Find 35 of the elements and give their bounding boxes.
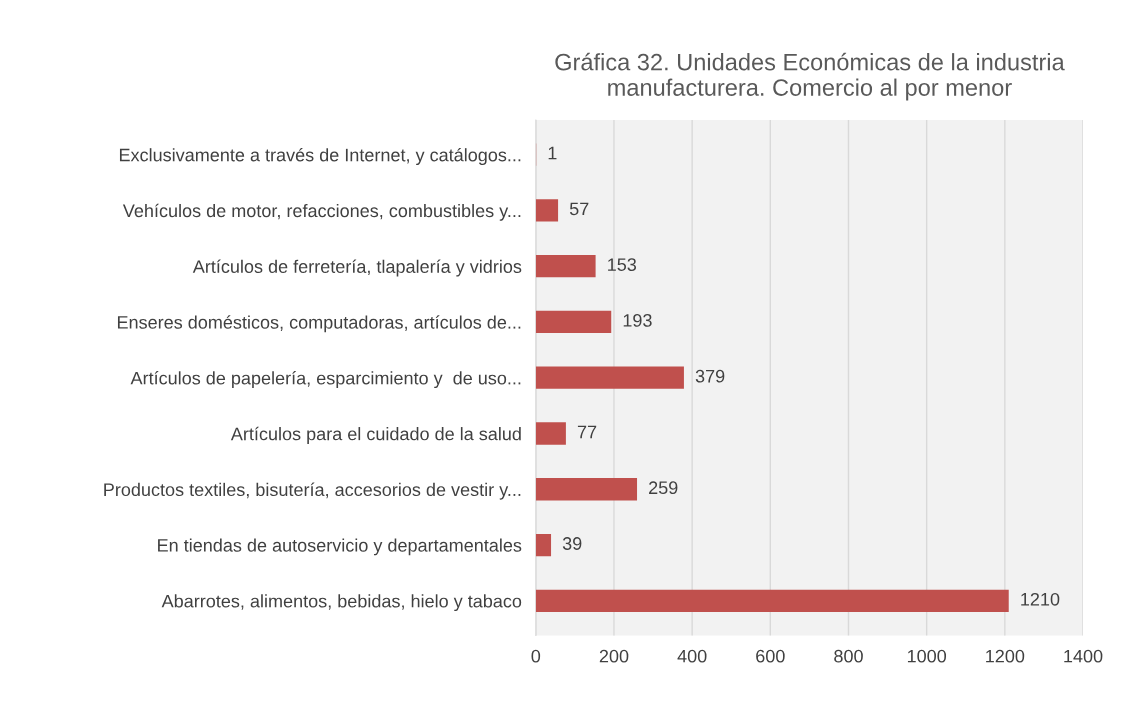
data-label: 153 bbox=[608, 258, 637, 271]
x-tick-label: 1400 bbox=[1064, 649, 1103, 663]
bar bbox=[535, 366, 684, 389]
y-tick-label: Artículos de papelería, esparcimiento y de uso... bbox=[130, 371, 521, 389]
y-tick-label: Productos textiles, bisutería, accesorios de vestir y... bbox=[104, 482, 521, 500]
x-tick-label: 1000 bbox=[907, 649, 947, 663]
bar bbox=[535, 478, 638, 501]
x-tick-label: 0 bbox=[531, 649, 541, 663]
y-tick-label: Vehículos de motor, refacciones, combustibles y... bbox=[122, 203, 521, 221]
x-tick-label: 200 bbox=[599, 649, 629, 663]
bar bbox=[535, 422, 566, 445]
data-label: 259 bbox=[649, 481, 678, 495]
x-tick-label: 800 bbox=[834, 649, 863, 663]
x-tick-label: 1200 bbox=[986, 649, 1025, 663]
data-label: 1 bbox=[548, 146, 557, 160]
y-tick-label: Enseres domésticos, computadoras, artículos de... bbox=[117, 315, 521, 333]
y-tick-label: Exclusivamente a través de Internet, y catálogos... bbox=[119, 147, 521, 165]
bar bbox=[535, 533, 552, 557]
data-label: 77 bbox=[577, 425, 597, 439]
data-label: 57 bbox=[569, 202, 589, 216]
y-tick-label: Abarrotes, alimentos, bebidas, hielo y tabaco bbox=[161, 594, 522, 612]
x-tick-label: 600 bbox=[756, 649, 785, 663]
chart-title: Gráfica 32. Unidades Económicas de la industria manufacturera. Comercio al por menor bbox=[555, 52, 1065, 101]
x-tick-label: 400 bbox=[677, 649, 707, 663]
y-tick-label: Artículos para el cuidado de la salud bbox=[230, 426, 521, 444]
y-tick-label: En tiendas de autoservicio y departamentales bbox=[158, 538, 522, 556]
data-label: 193 bbox=[623, 313, 652, 327]
data-label: 1210 bbox=[1021, 592, 1060, 606]
y-tick-label: Artículos de ferretería, tlapalería y vidrios bbox=[192, 259, 522, 277]
data-label: 379 bbox=[695, 369, 725, 383]
bar bbox=[535, 310, 612, 334]
bar bbox=[535, 199, 559, 222]
bar bbox=[535, 589, 1009, 612]
data-label: 39 bbox=[562, 537, 582, 550]
bar bbox=[535, 255, 596, 278]
